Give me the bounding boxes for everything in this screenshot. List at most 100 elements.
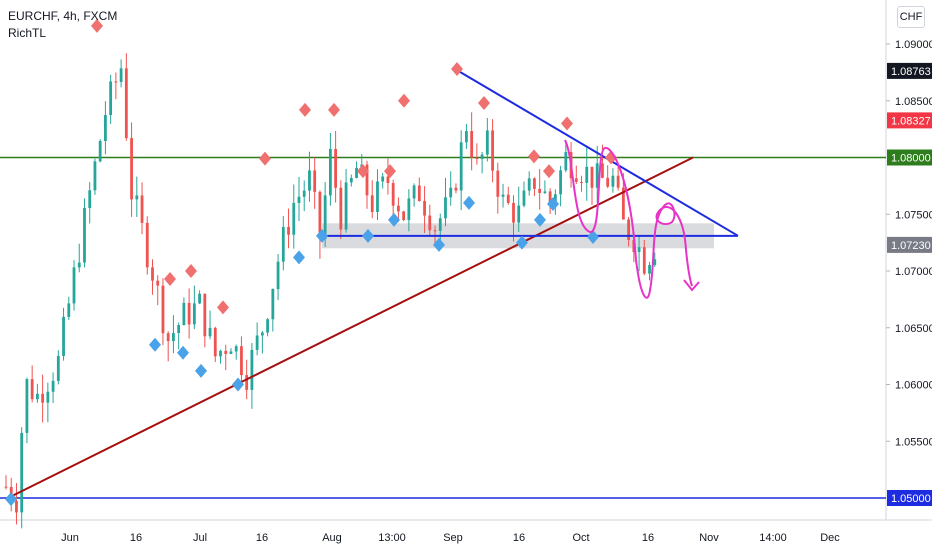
candle-body [318,191,322,239]
price-tag-1.08327 [887,112,932,129]
candle-body [344,182,348,230]
candle-body [548,191,552,205]
candle-body [517,205,521,223]
swing-high-marker [384,164,396,179]
candle-body [297,196,301,203]
candle-body [444,197,447,219]
candle-body [124,68,128,139]
candle-body [51,380,55,392]
swing-low-marker [5,492,17,507]
candle-body [339,187,343,230]
candle-body [250,349,254,390]
candle-body [161,285,165,334]
x-tick-label: Sep [443,532,463,544]
swing-high-marker [543,164,555,179]
y-tick-label: 1.07500 [895,209,932,221]
y-tick-label: 1.07000 [895,266,932,278]
candle-body [271,289,275,320]
candle-body [485,130,489,155]
candle-body [281,226,285,262]
price-tag-label: 1.08327 [891,115,931,127]
candle-body [67,303,71,317]
candle-body [182,302,186,326]
candle-body [192,303,196,325]
candle-body [56,355,60,381]
candle-body [632,239,636,253]
swing-low-marker [232,377,244,392]
price-tag-1.08763 [887,62,932,79]
candle-body [119,68,123,82]
candle-body [140,195,144,223]
candle-body [522,190,526,206]
candle-body [213,327,217,357]
candle-body [151,267,154,281]
candle-body [41,393,45,403]
swing-low-marker [362,228,374,243]
candle-body [145,222,149,268]
indicator-label[interactable]: RichTL [8,26,47,40]
candle-body [114,81,118,83]
candle-body [365,164,369,196]
candle-body [187,302,191,325]
swing-high-marker [91,18,103,33]
candle-body [208,327,212,337]
swing-low-marker [463,195,475,210]
candle-body [198,293,201,304]
candle-body [491,130,494,171]
swing-low-marker [587,229,599,244]
candle-body [391,183,395,206]
candle-body [166,333,170,342]
swing-high-marker [398,93,410,108]
y-tick-label: 1.09000 [895,39,932,51]
x-tick-label: Aug [322,532,342,544]
candle-body [475,157,479,159]
candle-body [355,167,358,178]
candle-body [438,218,442,231]
candle-body [4,486,8,488]
candle-body [585,166,589,183]
candle-body [287,226,290,235]
price-tag-label: 1.07230 [891,240,931,252]
candle-body [590,166,594,188]
x-tick-label: Dec [820,532,840,544]
swing-high-marker [478,96,490,111]
swing-high-marker [299,102,311,117]
candle-body [496,170,500,197]
projection-path [564,139,693,299]
descending-trendline [454,68,739,237]
candle-body [46,391,50,403]
swing-high-marker [259,151,271,166]
candle-body [255,335,259,350]
chart-legend: EURCHF, 4h, FXCM RichTL [8,8,117,42]
candle-body [601,163,604,178]
candle-body [260,332,264,336]
x-tick-label: 13:00 [378,532,406,544]
candle-body [302,190,306,197]
currency-button[interactable]: CHF [897,6,925,28]
swing-high-marker [561,116,573,131]
symbol-title[interactable]: EURCHF, 4h, FXCM [8,9,118,23]
candle-body [428,215,432,231]
candle-body [313,170,317,192]
candle-body [240,346,243,376]
candle-body [527,178,531,191]
candle-body [433,230,437,232]
swing-low-marker [516,235,528,250]
candle-body [93,161,97,191]
projection-arrowhead [683,279,700,292]
swing-high-marker [328,102,340,117]
x-tick-label: Nov [699,532,719,544]
candle-body [501,194,505,197]
candle-body [276,261,280,290]
candle-body [130,138,133,200]
candle-body [564,152,568,171]
y-tick-label: 1.06500 [895,323,932,335]
swing-high-marker [528,149,540,164]
candle-body [266,319,269,333]
candle-body [412,185,416,199]
swing-low-marker [388,212,400,227]
x-tick-label: 14:00 [759,532,787,544]
price-tag-label: 1.05000 [891,493,931,505]
candle-body [292,202,296,235]
